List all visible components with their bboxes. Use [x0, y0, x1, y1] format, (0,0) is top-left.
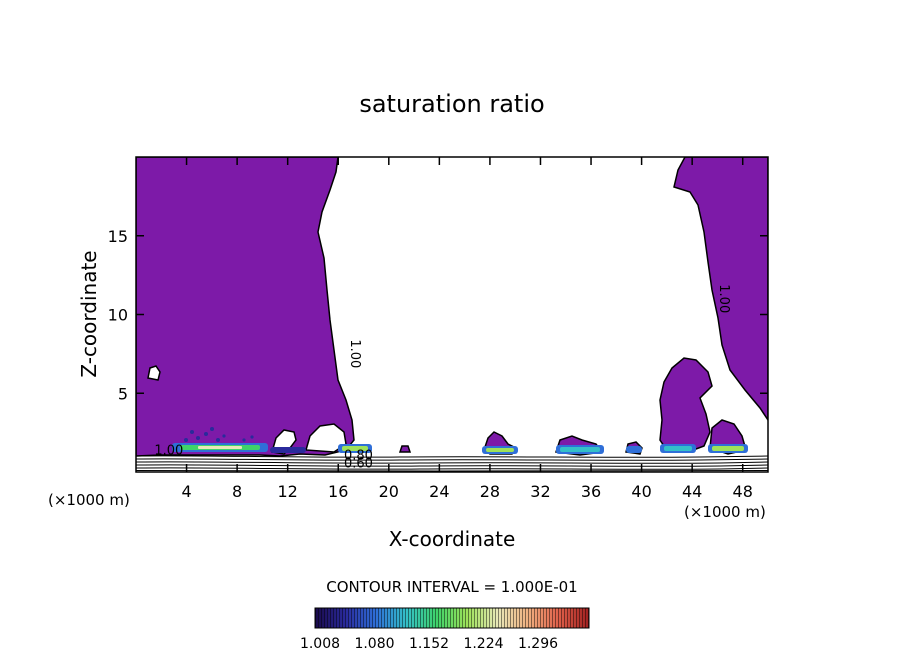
- x-axis: 4 8 12 16 20 24 28 32 36 40 44 48: [181, 157, 753, 501]
- supersaturated-blob-5: [398, 445, 412, 453]
- colorbar: 1.008 1.080 1.152 1.224 1.296: [300, 607, 590, 652]
- cloud-speckles: [184, 427, 254, 442]
- contour-label: 1.00: [716, 284, 731, 313]
- supersaturated-region-right: [673, 157, 768, 422]
- x-axis-label: X-coordinate: [389, 527, 516, 551]
- x-tick-label: 40: [631, 482, 651, 501]
- cloud-bands: [172, 443, 748, 454]
- contour-label: 0.80: [344, 448, 373, 463]
- supersaturated-region-plume: [659, 357, 713, 453]
- y-axis: 5 10 15: [108, 227, 768, 403]
- x-unit-right: (×1000 m): [684, 503, 766, 521]
- colorbar-tick-label: 1.224: [463, 636, 503, 652]
- x-tick-label: 20: [379, 482, 399, 501]
- x-tick-label: 12: [278, 482, 298, 501]
- contour-labels: 1.00 1.00 1.00 0.800.60: [154, 284, 731, 471]
- x-unit-left: (×1000 m): [48, 491, 130, 509]
- contour-label: 0.60: [344, 456, 373, 471]
- supersaturated-region-left: [136, 157, 355, 457]
- colorbar-tick-label: 1.152: [409, 636, 449, 652]
- x-tick-label: 4: [181, 482, 191, 501]
- subsaturated-hole-1: [147, 365, 161, 381]
- contour-label: 1.00: [347, 339, 362, 368]
- colorbar-tick-label: 1.008: [300, 636, 340, 652]
- colorbar-tick-label: 1.296: [518, 636, 558, 652]
- x-tick-label: 44: [682, 482, 702, 501]
- x-tick-label: 8: [232, 482, 242, 501]
- y-tick-label: 10: [108, 306, 128, 325]
- y-axis-label: Z-coordinate: [77, 250, 101, 377]
- plot-area: 1.00 1.00 1.00 0.800.60: [136, 157, 768, 472]
- x-tick-label: 28: [480, 482, 500, 501]
- x-tick-label: 32: [530, 482, 550, 501]
- x-tick-label: 24: [429, 482, 449, 501]
- chart-title: saturation ratio: [359, 90, 544, 118]
- x-tick-label: 36: [581, 482, 601, 501]
- y-tick-label: 5: [118, 384, 128, 403]
- colorbar-ticks: 1.008 1.080 1.152 1.224 1.296: [300, 636, 558, 652]
- x-tick-label: 48: [733, 482, 753, 501]
- colorbar-tick-label: 1.080: [354, 636, 394, 652]
- subsaturated-hole-3: [305, 423, 347, 453]
- surface-contour-lines: [136, 455, 768, 472]
- x-tick-label: 16: [328, 482, 348, 501]
- contour-label: 1.00: [154, 444, 183, 459]
- contour-interval-text: CONTOUR INTERVAL = 1.000E-01: [326, 578, 577, 596]
- y-tick-label: 15: [108, 227, 128, 246]
